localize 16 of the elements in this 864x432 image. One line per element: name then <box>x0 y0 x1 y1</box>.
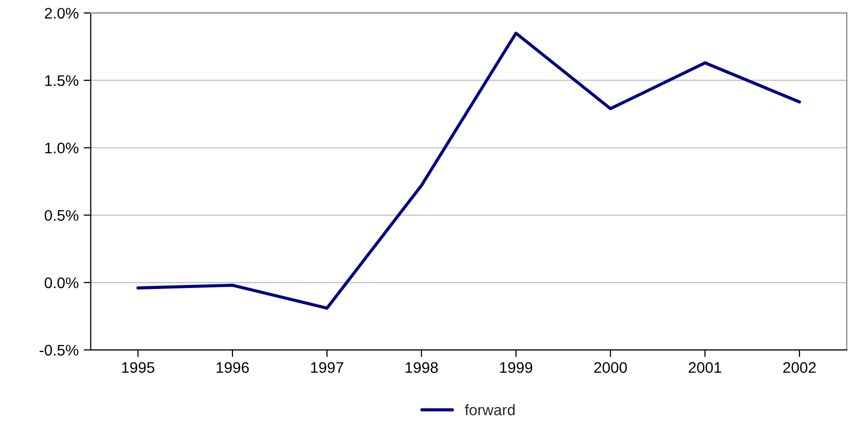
x-tick-label: 2001 <box>688 362 722 373</box>
x-tick-label: 1998 <box>406 362 438 373</box>
x-tick-label: 2000 <box>594 362 627 373</box>
legend-label: forward <box>464 404 515 416</box>
y-tick-label: 1.5% <box>45 75 78 86</box>
x-tick-label: 2002 <box>783 362 816 373</box>
x-tick-label: 1996 <box>216 362 249 373</box>
y-tick-label: -0.5% <box>40 344 78 356</box>
y-tick-label: 1.0% <box>45 142 78 154</box>
x-tick-label: 1999 <box>500 362 532 373</box>
x-tick-label: 1995 <box>122 362 154 373</box>
line-series <box>136 32 801 310</box>
y-tick-label: 2.0% <box>44 8 78 19</box>
y-tick-label: 0.5% <box>44 210 78 221</box>
y-tick-label: 0.0% <box>44 277 78 288</box>
x-tick-label: 1997 <box>311 362 344 373</box>
